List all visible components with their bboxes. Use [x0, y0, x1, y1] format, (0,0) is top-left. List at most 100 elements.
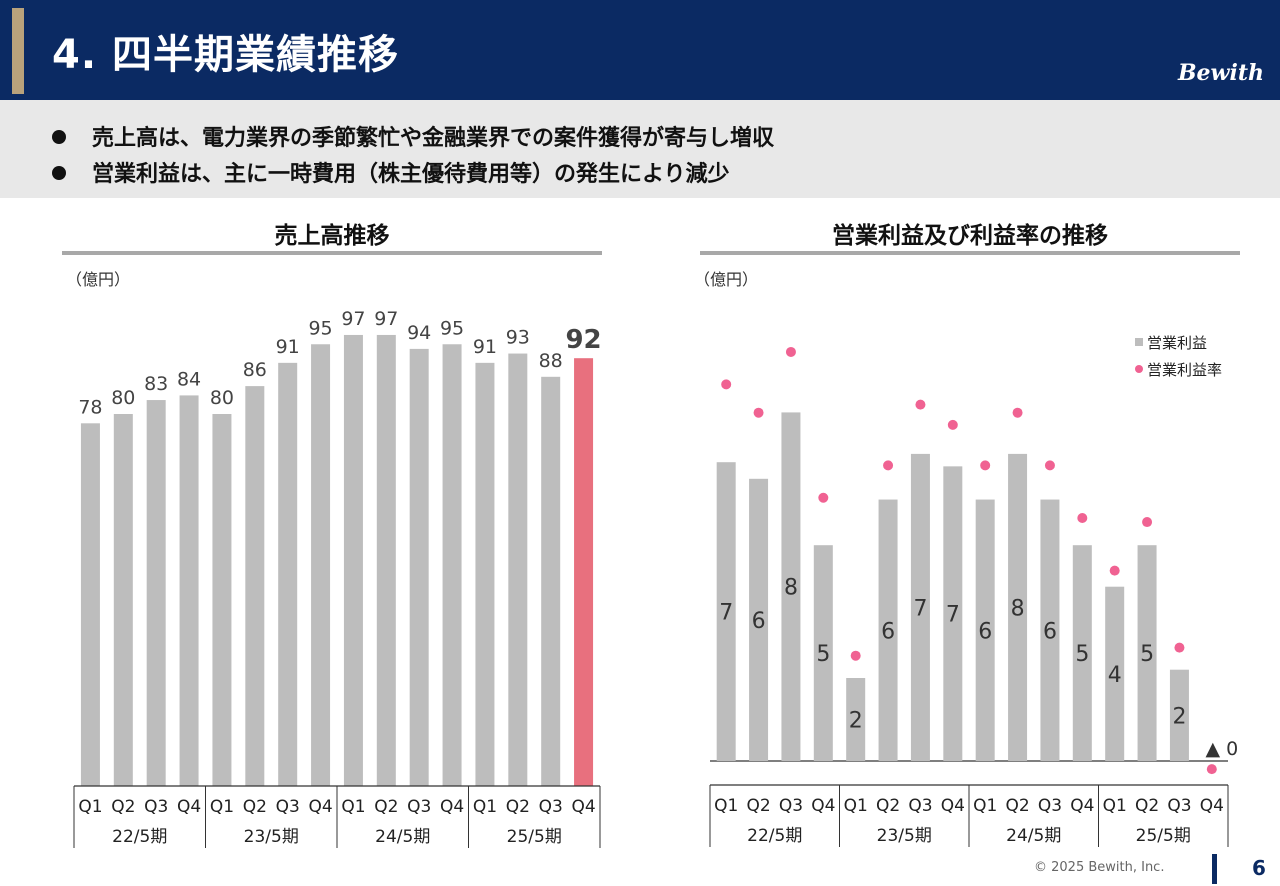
- sales-bar: [574, 358, 594, 786]
- x-tick-label: Q2: [374, 797, 398, 817]
- sales-bar: [541, 376, 561, 786]
- x-tick-label: Q4: [571, 797, 595, 817]
- profit-data-label: 8: [1011, 596, 1025, 621]
- profit-bar: [1169, 669, 1189, 761]
- sales-data-label: 91: [473, 336, 497, 358]
- sales-data-label: 83: [144, 373, 168, 395]
- profit-rate-dot: [980, 460, 991, 471]
- profit-data-label: 5: [1075, 642, 1089, 667]
- profit-bar: [781, 412, 801, 761]
- profit-bar: [1040, 499, 1060, 761]
- period-label: 24/5期: [375, 827, 430, 847]
- x-tick-label: Q3: [908, 796, 932, 816]
- legend-profit-label: 営業利益: [1147, 334, 1207, 352]
- profit-bar: [1072, 545, 1092, 761]
- profit-bar: [813, 545, 833, 761]
- profit-title-underline: [700, 251, 1240, 255]
- sales-data-label: 86: [243, 359, 267, 381]
- x-tick-label: Q3: [144, 797, 168, 817]
- profit-bar: [1137, 545, 1157, 761]
- sales-bar: [278, 362, 298, 786]
- x-tick-label: Q1: [973, 796, 997, 816]
- sales-bar: [146, 400, 166, 786]
- profit-rate-dot: [883, 460, 894, 471]
- profit-data-label: 7: [719, 601, 733, 626]
- profit-data-label: 5: [1140, 642, 1154, 667]
- profit-data-label: 7: [913, 596, 927, 621]
- x-tick-label: Q2: [746, 796, 770, 816]
- legend-rate-swatch: [1135, 365, 1143, 373]
- profit-bar: [975, 499, 995, 761]
- profit-rate-dot: [1012, 407, 1023, 418]
- x-tick-label: Q3: [1038, 796, 1062, 816]
- sales-bar: [113, 414, 133, 786]
- bullet-icon: [52, 130, 66, 144]
- sales-data-label: 88: [539, 350, 563, 372]
- profit-data-label: 5: [816, 642, 830, 667]
- sales-bar: [311, 344, 331, 786]
- sales-data-label: 95: [440, 317, 464, 339]
- x-tick-label: Q2: [506, 797, 530, 817]
- x-tick-label: Q1: [844, 796, 868, 816]
- sales-bar: [442, 344, 462, 786]
- sales-data-label: 97: [374, 308, 398, 330]
- sales-data-label: 80: [210, 387, 234, 409]
- profit-data-label: ▲ 0: [1205, 738, 1238, 760]
- profit-data-label: 6: [752, 609, 766, 634]
- sales-bar: [475, 362, 495, 786]
- x-tick-label: Q3: [1167, 796, 1191, 816]
- profit-bar: [1105, 586, 1125, 761]
- profit-rate-dot: [1044, 460, 1055, 471]
- x-tick-label: Q1: [341, 797, 365, 817]
- profit-data-label: 2: [849, 709, 863, 734]
- summary-item-sales: 売上高は、電力業界の季節繁忙や金融業界での案件獲得が寄与し増収: [52, 120, 774, 152]
- sales-chart-title: 売上高推移: [274, 223, 390, 249]
- profit-data-label: 2: [1172, 704, 1186, 729]
- sales-bar: [179, 395, 199, 786]
- header-accent-bar: [12, 8, 24, 94]
- sales-data-label: 91: [276, 336, 300, 358]
- profit-rate-dot: [1109, 565, 1120, 576]
- copyright-text: © 2025 Bewith, Inc.: [1034, 860, 1165, 875]
- legend-rate-label: 営業利益率: [1147, 361, 1222, 379]
- profit-rate-dot: [818, 492, 829, 503]
- sales-title-underline: [62, 251, 602, 255]
- x-tick-label: Q4: [440, 797, 464, 817]
- sales-data-label: 93: [506, 327, 530, 349]
- profit-chart-title: 営業利益及び利益率の推移: [832, 223, 1108, 249]
- profit-unit-label: （億円）: [694, 270, 759, 289]
- sales-bar: [409, 348, 429, 786]
- period-label: 23/5期: [877, 826, 932, 846]
- profit-rate-dot: [721, 379, 732, 390]
- footer-divider: [1212, 854, 1217, 884]
- profit-rate-dot: [1077, 513, 1088, 523]
- x-tick-label: Q4: [941, 796, 965, 816]
- profit-data-label: 6: [978, 619, 992, 644]
- bewith-logo: Bewith: [1177, 60, 1264, 86]
- sales-data-label: 84: [177, 368, 201, 390]
- x-tick-label: Q2: [243, 797, 267, 817]
- sales-bar: [508, 353, 528, 786]
- x-tick-label: Q3: [539, 797, 563, 817]
- sales-data-label: 94: [407, 322, 431, 344]
- profit-rate-dot: [753, 407, 764, 418]
- sales-data-label: 95: [308, 317, 332, 339]
- profit-bar: [846, 678, 866, 761]
- profit-bar: [943, 466, 963, 761]
- profit-bar: [910, 453, 930, 761]
- slide-title: 4. 四半期業績推移: [52, 32, 399, 78]
- profit-rate-dot: [850, 650, 861, 661]
- profit-data-label: 4: [1108, 663, 1122, 688]
- period-label: 22/5期: [747, 826, 802, 846]
- period-label: 24/5期: [1006, 826, 1061, 846]
- x-tick-label: Q1: [78, 797, 102, 817]
- profit-bar: [878, 499, 898, 761]
- profit-rate-dot: [947, 419, 958, 430]
- sales-data-label: 92: [565, 325, 601, 355]
- legend-profit-swatch: [1135, 338, 1143, 346]
- profit-data-label: 6: [1043, 619, 1057, 644]
- sales-bar: [245, 386, 265, 786]
- x-tick-label: Q1: [1103, 796, 1127, 816]
- profit-rate-dot: [1174, 642, 1185, 653]
